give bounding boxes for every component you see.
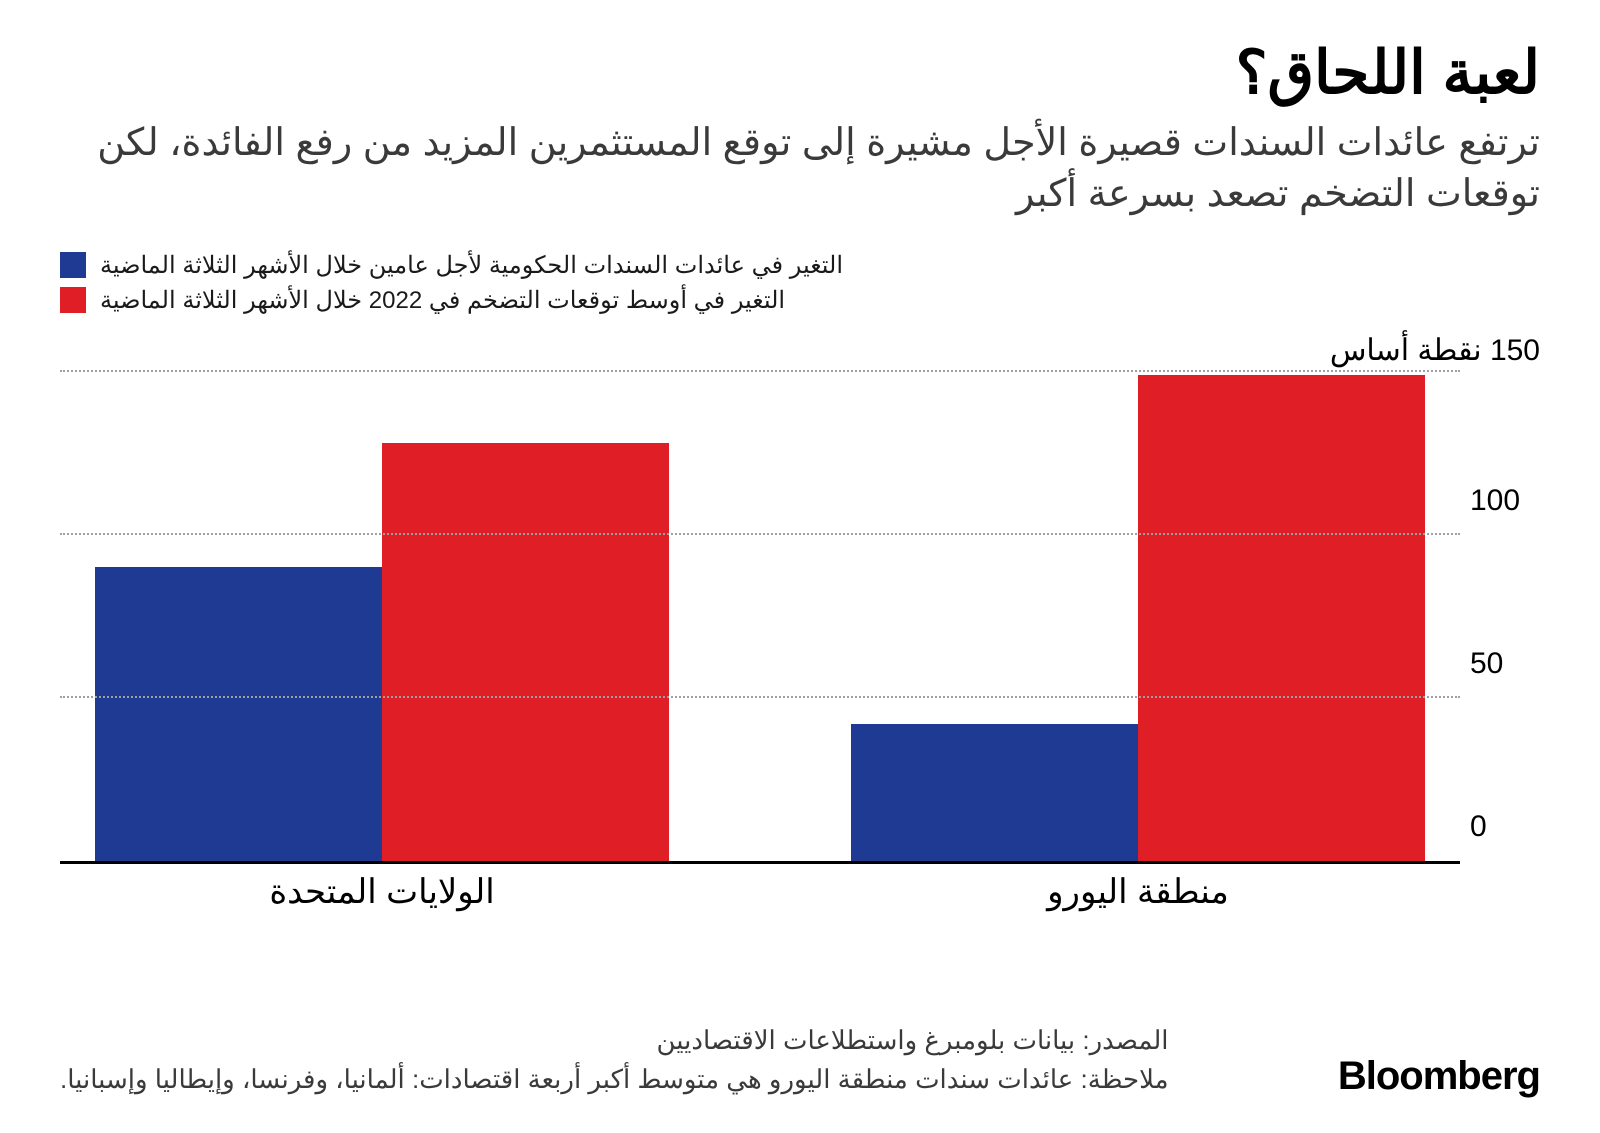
- bars-layer: [60, 372, 1460, 861]
- chart-subtitle: ترتفع عائدات السندات قصيرة الأجل مشيرة إ…: [60, 118, 1540, 221]
- y-tick-label: 100: [1470, 484, 1540, 518]
- bar-usa-inflation: [382, 443, 669, 860]
- footer-source: المصدر: بيانات بلومبرغ واستطلاعات الاقتص…: [60, 1021, 1169, 1060]
- x-axis-labels: منطقة اليورو الولايات المتحدة: [60, 864, 1460, 912]
- legend-swatch-a: [60, 252, 86, 278]
- chart-footer: Bloomberg المصدر: بيانات بلومبرغ واستطلا…: [60, 1021, 1540, 1099]
- chart-area: 050100 منطقة اليوروالولايات المتحدة: [60, 372, 1540, 912]
- y-tick-label: 0: [1470, 810, 1540, 844]
- footer-text: المصدر: بيانات بلومبرغ واستطلاعات الاقتص…: [60, 1021, 1169, 1099]
- y-tick-label: 50: [1470, 647, 1540, 681]
- gridline: [60, 696, 1460, 698]
- x-label-usa: الولايات المتحدة: [269, 872, 494, 912]
- legend-label-a: التغير في عائدات السندات الحكومية لأجل ع…: [100, 251, 843, 280]
- bar-eurozone-inflation: [1138, 375, 1425, 861]
- chart-container: لعبة اللحاق؟ ترتفع عائدات السندات قصيرة …: [0, 0, 1600, 1133]
- legend-item-a: التغير في عائدات السندات الحكومية لأجل ع…: [60, 251, 1540, 280]
- chart-title: لعبة اللحاق؟: [60, 40, 1540, 106]
- brand-logo: Bloomberg: [1338, 1054, 1540, 1099]
- gridline: [60, 370, 1460, 372]
- bar-usa-yields: [95, 567, 382, 860]
- gridline: [60, 533, 1460, 535]
- footer-note: ملاحظة: عائدات سندات منطقة اليورو هي متو…: [60, 1060, 1169, 1099]
- legend-swatch-b: [60, 287, 86, 313]
- legend-item-b: التغير في أوسط توقعات التضخم في 2022 خلا…: [60, 286, 1540, 315]
- y-axis-title: 150 نقطة أساس: [60, 333, 1540, 368]
- legend: التغير في عائدات السندات الحكومية لأجل ع…: [60, 251, 1540, 315]
- legend-label-b: التغير في أوسط توقعات التضخم في 2022 خلا…: [100, 286, 785, 315]
- x-label-eurozone: منطقة اليورو: [1047, 872, 1229, 912]
- bar-eurozone-yields: [851, 724, 1138, 861]
- plot-area: 050100: [60, 372, 1460, 864]
